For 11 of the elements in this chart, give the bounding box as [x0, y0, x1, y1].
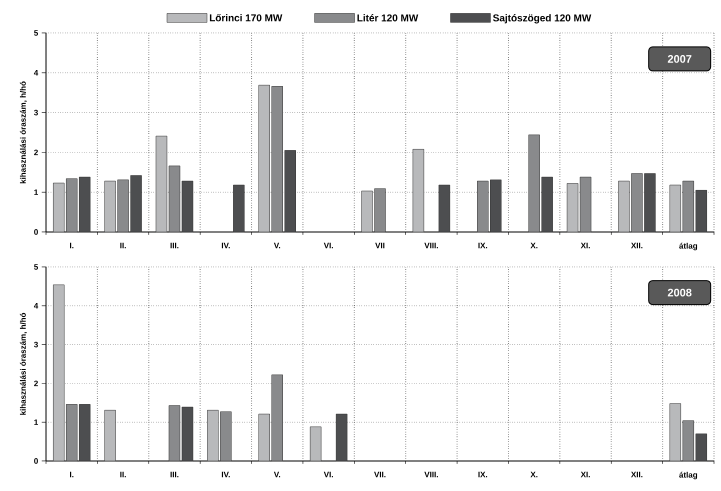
- bar: [336, 414, 348, 462]
- bar: [310, 426, 322, 462]
- legend-label: Sajtószöged 120 MW: [493, 14, 592, 24]
- bar: [438, 184, 450, 232]
- text: 2007: [668, 55, 692, 63]
- text: 2008: [668, 288, 692, 296]
- bar: [233, 184, 245, 232]
- legend-label: Litér 120 MW: [357, 14, 418, 22]
- legend-label: Lőrinci 170 MW: [210, 14, 282, 22]
- bar: [104, 410, 116, 462]
- bar: [412, 148, 424, 232]
